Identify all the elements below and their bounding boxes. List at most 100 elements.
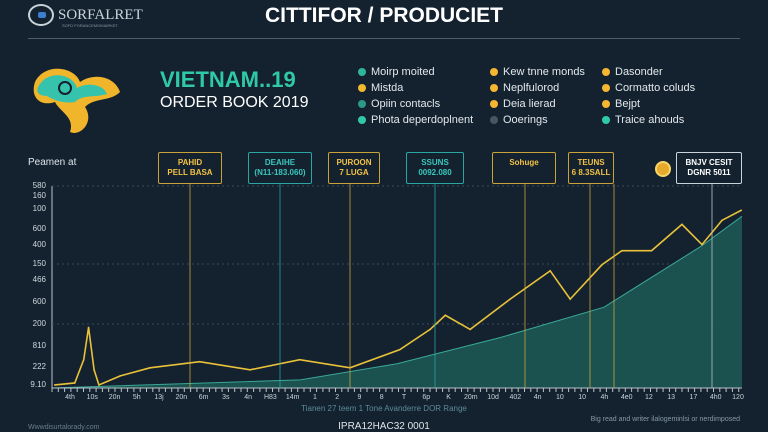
logo-icon [28, 4, 54, 26]
legend-item: Dasonder [602, 64, 742, 79]
y-tick-label: 600 [32, 297, 46, 306]
x-tick-label: T [401, 394, 407, 401]
x-tick-label: 6m [198, 394, 209, 401]
y-tick-label: 100 [32, 204, 46, 213]
x-tick-label: 2 [335, 394, 340, 401]
data-point [601, 263, 603, 266]
page-title: CITTIFOR / PRODUCIET [265, 4, 503, 27]
data-point [740, 209, 743, 212]
x-tick-label: 10 [555, 394, 564, 401]
logo-subtitle: SOFD FORANCEMOIMARKET [62, 23, 119, 28]
x-tick-label: 10 [578, 394, 587, 401]
legend-item: Mistda [358, 80, 490, 95]
legend-item: Deia lierad [490, 96, 602, 111]
x-tick-label: 17 [689, 394, 698, 401]
data-point [681, 223, 683, 226]
annotation-line1: DEAIHE [264, 158, 296, 167]
line-series [54, 209, 742, 387]
legend-label: Kew tnne monds [503, 65, 585, 78]
y-tick-label: 9.10 [30, 380, 46, 389]
annotation-box: PAHID PELL BASA [158, 152, 222, 184]
data-point [249, 369, 251, 371]
y-tick-label: 160 [32, 191, 46, 200]
legend-label: Dasonder [615, 65, 663, 78]
annotation-line2: PELL BASA [167, 168, 213, 177]
legend-label: Mistda [371, 81, 404, 94]
data-point [469, 328, 471, 331]
annotation-line1: TEUNS [577, 158, 605, 167]
x-tick-label: 20n [175, 394, 188, 401]
legend-item: Opiin contacls [358, 96, 490, 111]
annotation-line1: PAHID [177, 158, 203, 167]
annotation-box: PUROON 7 LUGA [328, 152, 380, 184]
x-tick-label: 120 [732, 394, 744, 401]
legend-label: Phota deperdoplnent [371, 113, 474, 126]
legend-dot-icon [602, 67, 610, 76]
legend-item: Traice ahouds [602, 112, 742, 127]
y-tick-label: 150 [32, 259, 46, 268]
data-point [98, 384, 100, 386]
x-tick-label: 3s [222, 394, 230, 401]
x-tick-label: 13 [667, 394, 676, 401]
x-tick-label: 1 [312, 394, 317, 401]
annotation-line2: DGNR 5011 [687, 168, 731, 177]
annotation-line1: Sohuge [509, 158, 539, 167]
data-point [53, 384, 56, 386]
data-point [119, 375, 122, 377]
data-point [509, 298, 511, 300]
annotation-line2: 0092.080 [418, 168, 452, 177]
x-tick-label: 13j [154, 394, 164, 401]
x-tick-label: 20n [108, 394, 121, 401]
annotation-line2: 7 LUGA [339, 168, 369, 177]
coin-icon [655, 161, 671, 177]
annotation-box: Sohuge [492, 152, 556, 184]
x-tick-label: 8 [379, 394, 384, 401]
area-series-line [51, 215, 743, 389]
legend-item: Neplfulorod [490, 80, 602, 95]
footer-website[interactable]: Wwwdisurtalorady.com [28, 424, 100, 431]
legend-dot-icon [490, 67, 498, 76]
hero-title: VIETNAM..19 [160, 67, 296, 92]
legend-label: Ooerings [503, 113, 548, 126]
annotation-line1: SSUNS [421, 158, 449, 167]
legend-label: Bejpt [615, 97, 641, 110]
dragon-emblem-icon [33, 68, 120, 133]
legend-dot-icon [358, 67, 366, 76]
x-tick-label: 9 [357, 394, 362, 401]
data-point [82, 358, 85, 361]
data-point [429, 328, 431, 331]
data-point [149, 367, 151, 369]
annotation-line1: BNJV CESIT [685, 158, 733, 167]
y-tick-label: 200 [32, 319, 46, 328]
logo-text: SORFALRET [58, 6, 143, 23]
data-point [621, 249, 623, 252]
legend-label: Moirp moited [371, 65, 435, 78]
data-point [569, 298, 571, 300]
x-axis-title: Tianen 27 teem 1 Tone Avanderre DOR Rang… [301, 404, 467, 413]
x-tick-label: 4n [533, 394, 542, 401]
legend-label: Traice ahouds [615, 113, 685, 126]
annotation-box: DEAIHE (N11-183.060) [248, 152, 312, 184]
legend-dot-icon [602, 115, 610, 124]
legend: Moirp moited Kew tnne monds Dasonder Mistda… [358, 64, 742, 127]
legend-item: Cormatto coluds [602, 80, 742, 95]
x-tick-label: 12 [645, 394, 653, 401]
legend-dot-icon [490, 99, 498, 108]
y-tick-label: 400 [32, 240, 46, 249]
x-tick-label: 6p [422, 394, 431, 401]
x-tick-label: 5h [132, 394, 141, 401]
annotation-line1: PUROON [336, 158, 372, 167]
legend-dot-icon [358, 115, 366, 124]
annotation-line2: (N11-183.060) [254, 168, 306, 177]
x-tick-label: 402 [509, 394, 522, 401]
data-point [298, 358, 301, 361]
x-tick-label: 10s [86, 394, 98, 401]
legend-label: Neplfulorod [503, 81, 560, 94]
x-tick-label: K [446, 394, 451, 401]
footer-code: IPRA12HAC32 0001 [338, 421, 430, 432]
annotation-box: TEUNS 6 8.3SALL [568, 152, 614, 184]
data-point [87, 326, 90, 329]
annotation-box: BNJV CESIT DGNR 5011 [676, 152, 742, 184]
hero-subtitle: ORDER BOOK 2019 [160, 94, 309, 111]
